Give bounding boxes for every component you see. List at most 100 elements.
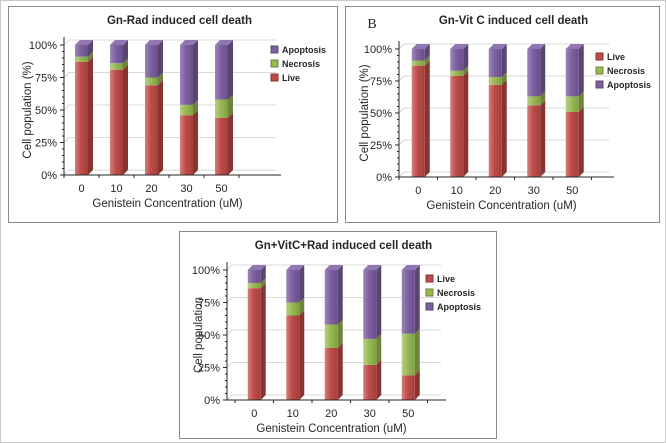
legend-marker [595,66,604,75]
bar-side-live [228,112,233,175]
bar-side-necrosis [88,51,93,62]
legend-marker [270,59,279,68]
bar-side-live [299,310,305,400]
x-category-label: 0 [251,408,257,420]
bar-top-apoptosis [215,40,233,45]
bar-side-live [158,80,163,175]
bar-segment-necrosis [324,324,338,348]
gridline [63,72,276,78]
bar-side-apoptosis [158,40,163,78]
bar-side-apoptosis [299,265,305,303]
bar-side-necrosis [299,297,305,316]
x-category-label: 10 [287,408,299,420]
x-category-label: 20 [145,183,157,195]
x-axis-title: Genistein Concentration (uM) [256,423,406,435]
legend-marker [595,52,604,61]
chart-title: Gn-Rad induced cell death [107,15,252,27]
legend-item-label: Necrosis [607,66,645,76]
bar-side-necrosis [463,65,469,76]
y-tick-label: 75% [198,298,220,310]
bar-segment-apoptosis [110,45,123,64]
legend-item-label: Live [437,274,455,284]
bar-segment-necrosis [215,99,228,118]
bar-segment-necrosis [110,63,123,70]
bar-segment-necrosis [411,60,425,66]
bar-side-live [193,110,198,175]
y-tick-label: 50% [370,108,392,120]
bar-top-apoptosis [180,40,198,45]
bar-segment-apoptosis [450,49,464,71]
y-tick-label: 0% [376,172,392,184]
chart-panel-gn-vitc-rad: 0% 25% 50% 75% 100% 0 10 20 30 50 Gn+VitC+Rad indu… [179,231,497,439]
y-tick-label: 100% [192,265,220,277]
bar-side-live [540,100,546,177]
bar-segment-live [110,69,123,175]
legend-marker [270,45,279,54]
gridline [63,169,276,176]
legend-item-label: Live [607,52,625,62]
y-tick-label: 0% [204,395,220,407]
bar-segment-necrosis [247,283,261,289]
bar-side-live [414,370,420,400]
bar-side-live [578,106,584,177]
bar-segment-necrosis [565,96,579,112]
bar-segment-necrosis [401,333,415,376]
bar-top-apoptosis [527,44,546,49]
plot-area: 0% 25% 50% 75% 100% 0 10 20 30 50 Gn+VitC+Rad indu… [192,240,481,435]
bar-top-apoptosis [363,265,382,270]
bar-segment-apoptosis [145,45,158,78]
bar-segment-apoptosis [363,270,377,339]
chart-title: Gn-Vit C induced cell death [439,15,588,27]
bar-side-live [88,56,93,175]
legend-item-label: Apoptosis [282,45,326,55]
bar-segment-live [450,75,464,177]
bar-side-apoptosis [228,40,233,100]
gridline [63,137,276,143]
legend-marker [425,288,434,297]
bar-side-necrosis [501,72,507,85]
y-tick-label: 100% [29,40,57,52]
y-axis-title: Cell population [193,297,205,373]
bar-segment-live [145,85,158,175]
bar-side-necrosis [193,99,198,116]
bar-side-live [337,343,343,400]
plot-area: 0% 25% 50% 75% 100% 0 10 20 30 50 Gn-Rad induced c… [22,15,326,210]
bar-segment-necrosis [450,70,464,76]
y-tick-label: 0% [41,170,57,182]
bar-side-live [260,283,266,400]
bar-top-apoptosis [247,265,266,270]
y-tick-label: 50% [35,105,57,117]
bar-segment-apoptosis [215,45,228,100]
legend-item-label: Necrosis [282,59,320,69]
x-axis-title: Genistein Concentration (uM) [426,200,576,212]
bar-side-necrosis [228,94,233,118]
legend-marker [425,302,434,311]
bar-segment-live [215,117,228,175]
x-category-label: 50 [402,408,414,420]
legend-item-label: Apoptosis [437,302,481,312]
bar-segment-live [363,364,377,400]
bar-top-apoptosis [324,265,343,270]
x-category-label: 50 [566,185,578,197]
bar-side-necrosis [376,333,382,365]
bar-segment-live [488,84,502,177]
chart-title: Gn+VitC+Rad induced cell death [255,240,432,252]
bar-side-apoptosis [376,265,382,339]
legend-item-label: Necrosis [437,288,475,298]
x-category-label: 10 [451,185,463,197]
bar-side-apoptosis [414,265,420,334]
bar-segment-live [180,115,193,175]
bar-side-necrosis [158,72,163,86]
bar-top-apoptosis [286,265,305,270]
plot-area: 0% 25% 50% 75% 100% 0 10 20 30 50 Gn-Vit C induced… [359,15,651,212]
x-category-label: 50 [215,183,227,195]
bar-side-apoptosis [260,265,266,283]
x-category-label: 10 [110,183,122,195]
bar-side-apoptosis [424,44,430,61]
bar-segment-live [401,375,415,400]
bar-side-live [424,60,430,177]
bar-top-apoptosis [110,40,128,45]
bar-side-apoptosis [193,40,198,105]
legend-marker [270,73,279,82]
